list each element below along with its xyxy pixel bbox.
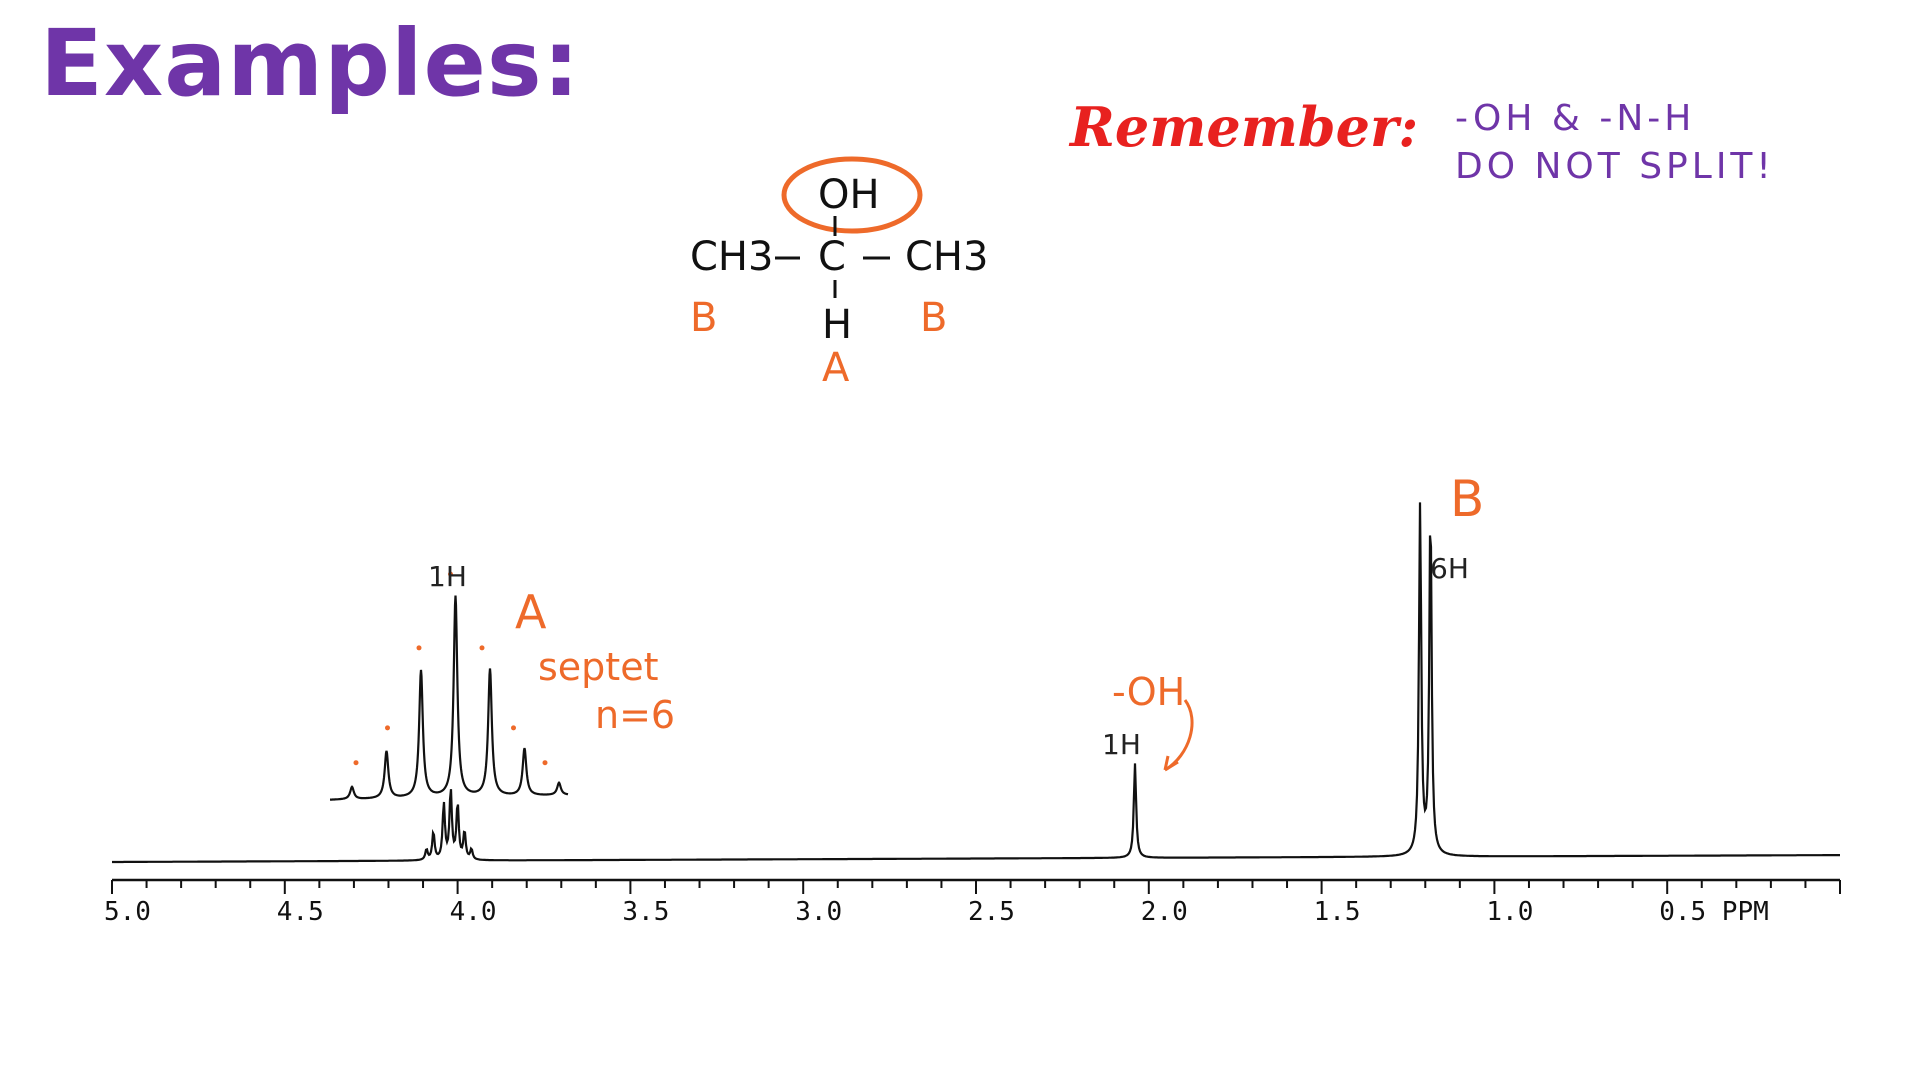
label-b-right: B — [920, 295, 948, 341]
x-tick-label: 1.5 — [1314, 897, 1361, 927]
x-tick-label: 1.0 — [1486, 897, 1533, 927]
spectrum-line — [112, 502, 1840, 864]
slide-title: Examples: — [40, 10, 581, 117]
oh-group: OH — [818, 172, 880, 218]
ch3-left: CH3 — [690, 234, 774, 280]
x-tick-label: 4.0 — [450, 897, 497, 927]
septet-dot — [353, 760, 359, 766]
remember-note-line1: -OH & -N-H — [1455, 98, 1696, 139]
x-axis: 5.0 4.5 4.0 3.5 3.0 2.5 2.0 1.5 1.0 0.5 PPM — [104, 878, 1841, 927]
x-tick-label: 2.5 — [968, 897, 1015, 927]
oh-arrow-head — [1163, 755, 1179, 772]
annotation-n: n=6 — [595, 693, 676, 737]
septet-dots — [353, 571, 548, 766]
annotation-a: A — [515, 585, 547, 639]
x-tick-label: 3.0 — [795, 897, 842, 927]
septet-inset-line — [330, 595, 569, 801]
ch3-right: CH3 — [905, 234, 989, 280]
integration-oh: 1H — [1102, 728, 1141, 761]
septet-inset — [330, 595, 569, 801]
label-b-left: B — [690, 295, 718, 341]
remember-note-line2: DO NOT SPLIT! — [1455, 146, 1775, 187]
septet-dot — [416, 645, 422, 651]
x-tick-label: 5.0 — [104, 897, 151, 927]
septet-dot — [385, 725, 390, 731]
annotation-oh: -OH — [1112, 670, 1186, 714]
h-atom: H — [822, 302, 853, 348]
septet-dot — [542, 760, 548, 766]
septet-dot — [511, 725, 516, 731]
septet-dot — [479, 645, 485, 651]
integration-b: 6H — [1430, 552, 1469, 585]
x-tick-label: 4.5 — [277, 897, 324, 927]
spectrum-trace — [112, 502, 1840, 864]
oh-circle — [781, 156, 923, 234]
annotation-septet: septet — [538, 645, 659, 689]
x-tick-label: 0.5 PPM — [1659, 897, 1769, 927]
annotation-b: B — [1450, 470, 1485, 528]
integration-a: 1H — [428, 560, 467, 593]
x-tick-label: 2.0 — [1141, 897, 1188, 927]
x-tick-label: 3.5 — [622, 897, 669, 927]
septet-dot — [448, 571, 453, 577]
label-a: A — [822, 345, 850, 391]
remember-label: Remember: — [1070, 95, 1419, 159]
central-carbon: C — [818, 234, 846, 280]
